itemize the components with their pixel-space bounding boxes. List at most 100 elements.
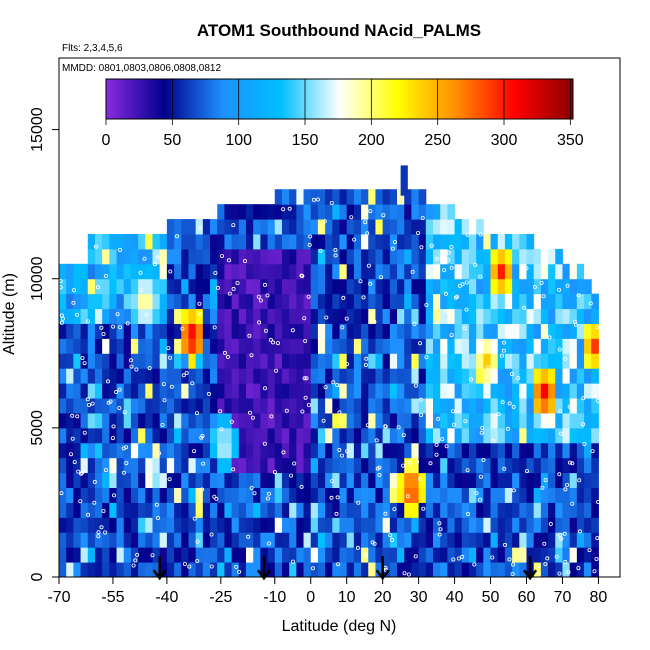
heatmap-cell (490, 427, 499, 444)
heatmap-cell (238, 219, 247, 235)
observation-point (92, 500, 97, 505)
heatmap-cell (238, 457, 247, 474)
heatmap-cell (253, 248, 261, 265)
heatmap-cell (411, 353, 420, 369)
heatmap-cell (73, 547, 82, 563)
heatmap-cell (174, 472, 182, 489)
heatmap-cell (411, 323, 420, 339)
observation-point (180, 326, 185, 331)
heatmap-cell (361, 502, 369, 518)
heatmap-cell (130, 278, 139, 295)
heatmap-cell (123, 323, 132, 339)
observation-point (524, 266, 529, 271)
observation-point (410, 269, 415, 274)
heatmap-cell (332, 547, 340, 563)
heatmap-cell (303, 383, 312, 399)
heatmap-cell (260, 517, 269, 533)
heatmap-cell (253, 517, 261, 533)
heatmap-cell (562, 293, 571, 310)
observation-point (563, 559, 568, 564)
heatmap-cell (512, 517, 520, 533)
heatmap-cell (152, 308, 161, 324)
heatmap-cell (339, 248, 348, 265)
heatmap-cell (231, 442, 240, 459)
heatmap-cell (174, 412, 182, 429)
observation-point (157, 451, 162, 456)
heatmap-cell (555, 248, 563, 265)
observation-point (479, 430, 484, 435)
heatmap-cell (418, 338, 427, 354)
observation-point (388, 533, 393, 538)
heatmap-cell (353, 204, 362, 220)
heatmap-cell (346, 219, 355, 235)
heatmap-cell (66, 398, 74, 414)
heatmap-cell (361, 547, 369, 563)
heatmap-cell (353, 517, 362, 533)
heatmap-cell (339, 487, 348, 503)
heatmap-cell (504, 248, 513, 265)
heatmap-cell (152, 383, 161, 399)
observation-point (249, 485, 254, 490)
heatmap-cell (210, 219, 218, 235)
heatmap-cell (533, 532, 542, 548)
observation-point (121, 470, 126, 475)
observation-point (480, 425, 485, 430)
observation-point (463, 419, 468, 424)
heatmap-cell (116, 263, 125, 280)
heatmap-cell (109, 487, 118, 503)
heatmap-cell (281, 189, 290, 205)
heatmap-cell (123, 233, 132, 250)
x-tick-label: 70 (554, 589, 572, 606)
heatmap-cell (109, 502, 118, 518)
heatmap-cell (418, 368, 427, 384)
heatmap-cell (310, 338, 319, 354)
heatmap-cell (591, 487, 599, 503)
heatmap-cell (346, 457, 355, 474)
observation-point (420, 215, 425, 220)
heatmap-cell (166, 293, 175, 310)
heatmap-cell (526, 472, 535, 489)
heatmap-cell (166, 457, 175, 474)
heatmap-cell (468, 547, 477, 563)
heatmap-cell (296, 278, 305, 295)
heatmap-cell (317, 189, 326, 205)
heatmap-cell (174, 338, 182, 354)
observation-point (75, 414, 80, 419)
observation-point (190, 381, 195, 386)
heatmap-cell (246, 368, 254, 384)
heatmap-cell (66, 323, 74, 339)
heatmap-cell (80, 412, 89, 429)
observation-point (154, 502, 159, 507)
heatmap-cell (174, 383, 182, 399)
observation-point (265, 293, 270, 298)
heatmap-cell (425, 442, 434, 459)
heatmap-cell (224, 472, 233, 489)
heatmap-cell (59, 383, 67, 399)
heatmap-cell (418, 293, 427, 310)
heatmap-cell (317, 263, 326, 280)
heatmap-cell (73, 427, 82, 444)
heatmap-cell (246, 472, 254, 489)
heatmap-cell (145, 293, 153, 310)
observation-point (87, 402, 92, 407)
heatmap-cell (116, 353, 125, 369)
heatmap-cell (224, 338, 233, 354)
observation-point (595, 536, 600, 541)
heatmap-cell (325, 353, 333, 369)
heatmap-cell (130, 353, 139, 369)
heatmap-cell (397, 308, 405, 324)
heatmap-cell (490, 263, 499, 280)
heatmap-cell (346, 532, 355, 548)
heatmap-cell (504, 547, 513, 563)
heatmap-cell (166, 323, 175, 339)
observation-point (262, 441, 267, 446)
heatmap-cell (497, 353, 506, 369)
heatmap-cell (368, 248, 376, 265)
heatmap-cell (418, 353, 427, 369)
heatmap-cell (411, 487, 420, 503)
heatmap-cell (202, 219, 211, 235)
colorbar-tick-label: 0 (102, 132, 111, 149)
y-tick-label: 15000 (29, 107, 46, 152)
heatmap-cell (461, 263, 470, 280)
heatmap-cell (267, 412, 276, 429)
